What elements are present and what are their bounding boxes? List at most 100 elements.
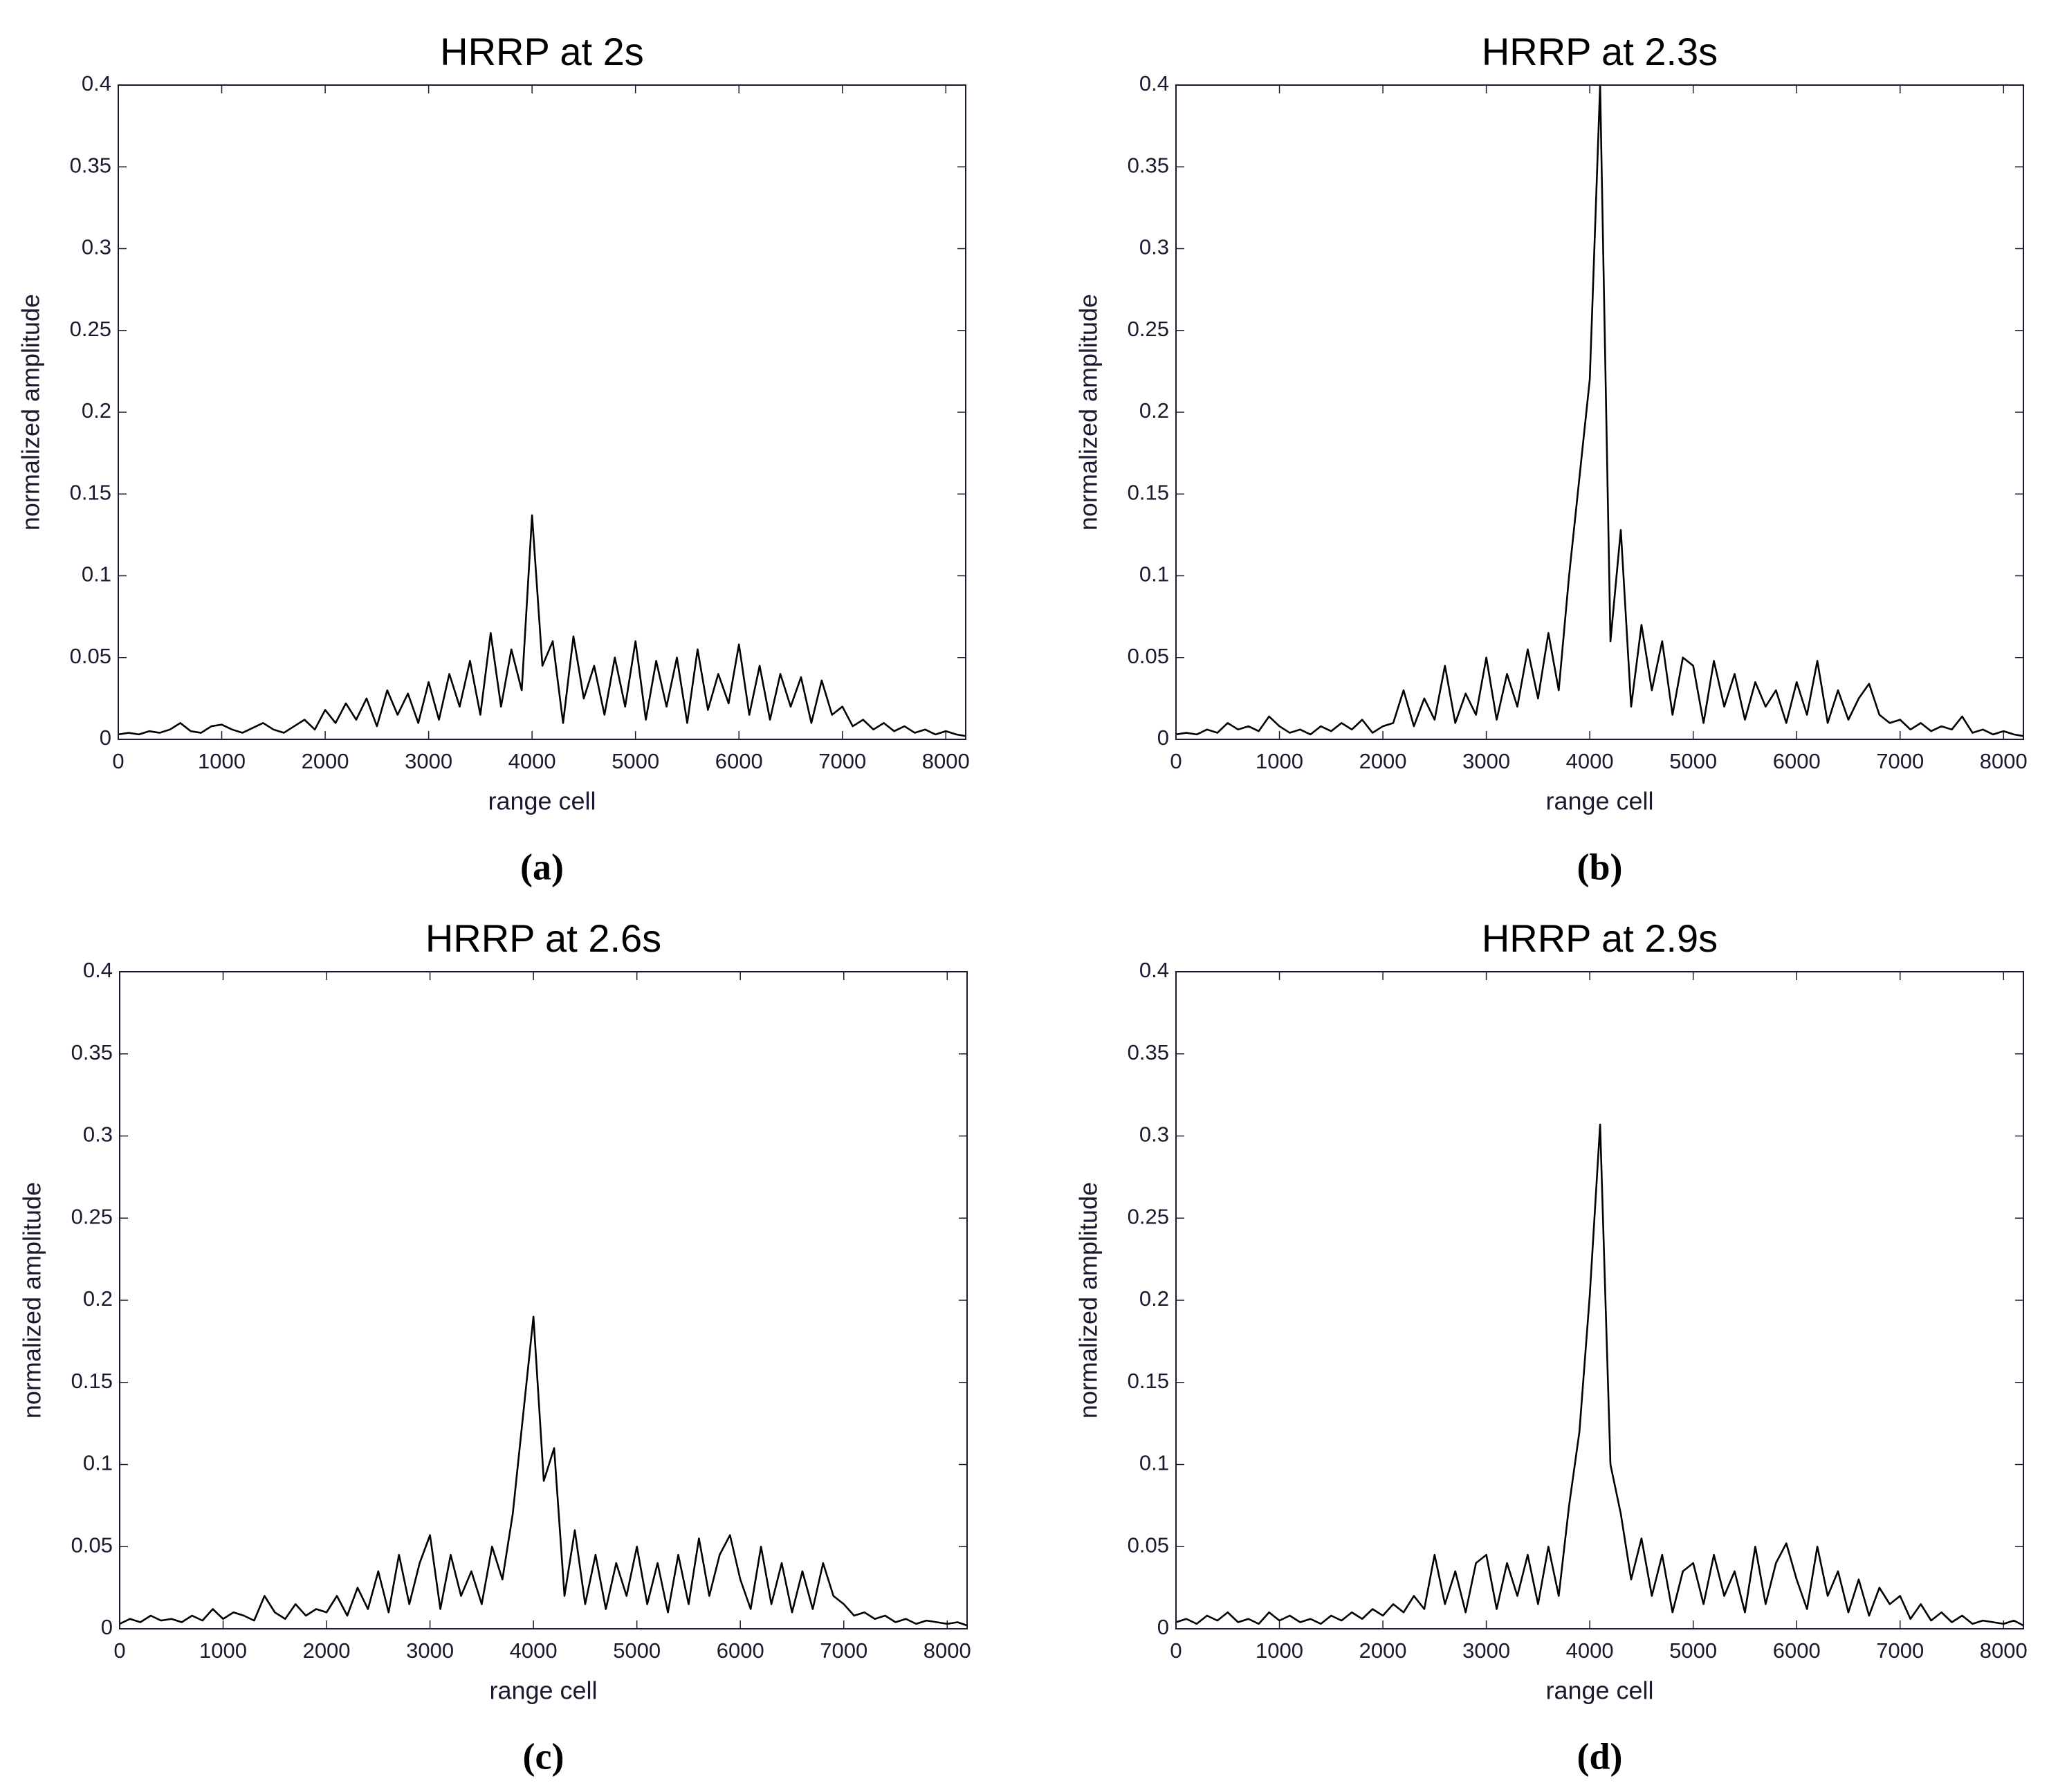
x-tick-label: 3000 [406, 1638, 454, 1663]
x-tick-label: 3000 [1462, 1638, 1510, 1663]
x-tick-label: 4000 [1566, 749, 1614, 773]
y-tick-label: 0.4 [1139, 71, 1169, 95]
y-tick-label: 0.1 [1139, 1451, 1169, 1475]
subplot-title: HRRP at 2.3s [1482, 30, 1718, 73]
axes-box [1175, 971, 2024, 1629]
signal-line [118, 514, 966, 737]
subplot: HRRP at 2.3s range cell normalized amplitu… [1074, 30, 2028, 888]
x-tick-label: 4000 [1566, 1638, 1614, 1663]
subplot: HRRP at 2s range cell normalized amplitude… [17, 30, 970, 888]
y-axis-label: normalized amplitude [17, 294, 45, 530]
y-tick-label: 0.2 [1139, 398, 1169, 423]
x-axis-label: range cell [1545, 1676, 1653, 1705]
x-tick-label: 6000 [1773, 749, 1821, 773]
y-axis-label: normalized amplitude [18, 1182, 46, 1419]
x-tick-label: 6000 [715, 749, 763, 773]
x-tick-label: 2000 [303, 1638, 351, 1663]
x-tick-label: 2000 [302, 749, 349, 773]
y-tick-label: 0.3 [1139, 235, 1169, 259]
subplot: HRRP at 2.9s range cell normalized amplitu… [1074, 916, 2028, 1777]
x-tick-label: 2000 [1359, 1638, 1407, 1663]
y-tick-label: 0.35 [71, 1040, 113, 1064]
signal-line [119, 1315, 968, 1627]
y-tick-label: 0.1 [82, 562, 111, 586]
x-axis-label: range cell [1545, 787, 1653, 815]
y-tick-label: 0.2 [1139, 1286, 1169, 1311]
x-tick-label: 8000 [1980, 1638, 2028, 1663]
y-tick-label: 0.1 [1139, 562, 1169, 586]
axes-box [119, 971, 968, 1629]
subplot-title: HRRP at 2.9s [1482, 916, 1718, 960]
x-tick-label: 5000 [613, 1638, 661, 1663]
x-axis-label: range cell [489, 1676, 597, 1705]
y-tick-label: 0.35 [70, 153, 111, 177]
y-tick-label: 0.3 [83, 1123, 113, 1147]
y-tick-label: 0.3 [1139, 1123, 1169, 1147]
y-tick-label: 0.05 [70, 644, 111, 668]
x-tick-label: 6000 [717, 1638, 764, 1663]
x-tick-label: 3000 [405, 749, 452, 773]
y-tick-label: 0.25 [1128, 1204, 1169, 1228]
y-tick-label: 0.4 [1139, 958, 1169, 982]
x-tick-label: 0 [113, 1638, 125, 1663]
y-tick-label: 0.2 [82, 398, 111, 423]
x-tick-label: 6000 [1773, 1638, 1821, 1663]
y-tick-label: 0.1 [83, 1451, 113, 1475]
axes-box [118, 84, 966, 740]
y-tick-label: 0.4 [82, 71, 111, 95]
y-tick-label: 0.15 [71, 1369, 113, 1393]
y-axis-label: normalized amplitude [1074, 1182, 1103, 1419]
y-tick-label: 0.25 [71, 1204, 113, 1228]
subplot-title: HRRP at 2.6s [425, 916, 661, 960]
panel-caption: (b) [1577, 846, 1623, 887]
y-tick-label: 0 [1157, 726, 1169, 750]
panel-caption: (c) [523, 1735, 564, 1777]
x-tick-label: 7000 [818, 749, 866, 773]
axes-box [1175, 84, 2024, 740]
x-tick-label: 5000 [1669, 1638, 1717, 1663]
x-tick-label: 0 [112, 749, 124, 773]
y-tick-label: 0.35 [1128, 153, 1169, 177]
y-tick-label: 0.3 [82, 235, 111, 259]
x-tick-label: 7000 [1876, 749, 1924, 773]
y-tick-label: 0.15 [1128, 480, 1169, 504]
y-tick-label: 0.05 [1128, 644, 1169, 668]
x-tick-label: 7000 [1876, 1638, 1924, 1663]
subplot: HRRP at 2.6s range cell normalized amplitu… [18, 916, 971, 1777]
x-tick-label: 8000 [1980, 749, 2028, 773]
y-tick-label: 0.25 [70, 317, 111, 341]
x-tick-label: 4000 [510, 1638, 558, 1663]
y-tick-label: 0 [1157, 1615, 1169, 1639]
subplot-title: HRRP at 2s [440, 30, 644, 73]
signal-line [1175, 84, 2024, 737]
y-tick-label: 0.4 [83, 958, 113, 982]
x-tick-label: 4000 [508, 749, 556, 773]
x-tick-label: 5000 [612, 749, 659, 773]
x-axis-label: range cell [488, 787, 596, 815]
y-tick-label: 0 [101, 1615, 113, 1639]
y-tick-label: 0.05 [1128, 1533, 1169, 1557]
y-tick-label: 0.35 [1128, 1040, 1169, 1064]
y-tick-label: 0 [100, 726, 111, 750]
x-tick-label: 1000 [199, 1638, 247, 1663]
x-tick-label: 5000 [1669, 749, 1717, 773]
x-tick-label: 3000 [1462, 749, 1510, 773]
y-tick-label: 0.25 [1128, 317, 1169, 341]
x-tick-label: 1000 [1256, 1638, 1303, 1663]
panel-caption: (a) [520, 846, 564, 887]
x-tick-label: 1000 [198, 749, 246, 773]
y-tick-label: 0.05 [71, 1533, 113, 1557]
y-axis-label: normalized amplitude [1074, 294, 1103, 530]
x-tick-label: 8000 [922, 749, 970, 773]
x-tick-label: 0 [1170, 749, 1182, 773]
panel-caption: (d) [1577, 1735, 1623, 1777]
x-tick-label: 0 [1170, 1638, 1182, 1663]
y-tick-label: 0.15 [1128, 1369, 1169, 1393]
x-tick-label: 8000 [924, 1638, 971, 1663]
x-tick-label: 1000 [1256, 749, 1303, 773]
y-tick-label: 0.2 [83, 1286, 113, 1311]
x-tick-label: 2000 [1359, 749, 1407, 773]
y-tick-label: 0.15 [70, 480, 111, 504]
